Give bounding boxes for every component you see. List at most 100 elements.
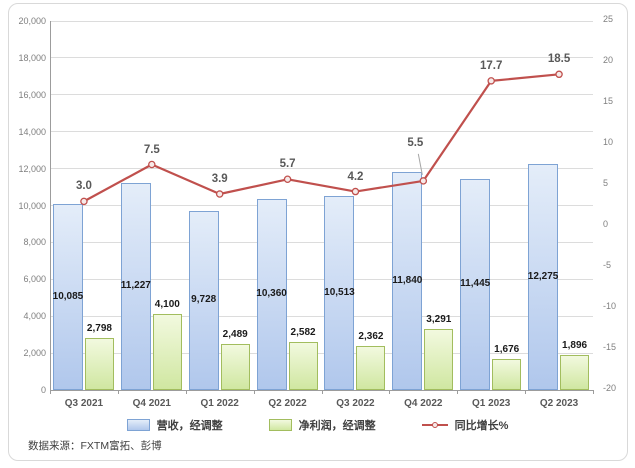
x-axis-tick xyxy=(117,390,119,394)
revenue-bar-label: 10,513 xyxy=(324,287,355,299)
growth-point-label: 17.7 xyxy=(479,59,503,72)
x-axis-label: Q2 2023 xyxy=(539,398,579,409)
x-axis-tick xyxy=(185,390,187,394)
y-left-tick-label: 4,000 xyxy=(23,311,46,322)
x-axis-label: Q2 2022 xyxy=(268,398,307,409)
y-right-tick-label: 20 xyxy=(603,55,614,65)
growth-point-label: 18.5 xyxy=(547,53,571,66)
legend-item-profit: 净利润，经调整 xyxy=(268,417,376,433)
y-left-tick-label: 18,000 xyxy=(18,52,46,63)
profit-bar xyxy=(492,359,522,390)
source-note: 数据来源：FXTM富拓、彭博 xyxy=(28,440,162,452)
growth-line-swatch-icon xyxy=(421,420,448,430)
growth-point-label: 3.9 xyxy=(211,173,228,186)
revenue-bar-label: 9,728 xyxy=(191,294,217,306)
gridline xyxy=(50,205,593,206)
growth-point-marker xyxy=(555,70,563,79)
gridline xyxy=(50,168,593,170)
revenue-bar xyxy=(460,178,491,390)
revenue-bar-label: 11,840 xyxy=(392,274,423,286)
x-axis-tick xyxy=(253,390,255,394)
y-right-tick-label: 0 xyxy=(603,219,609,229)
profit-bar-label: 4,100 xyxy=(154,299,180,311)
x-axis-label: Q3 2021 xyxy=(64,398,104,409)
x-axis-label: Q1 2023 xyxy=(472,398,511,409)
growth-point-marker xyxy=(148,160,156,169)
revenue-bar-label: 10,085 xyxy=(52,290,84,302)
y-left-tick-label: 2,000 xyxy=(23,348,46,359)
legend: 营收，经调整 净利润，经调整 同比增长% xyxy=(0,417,635,433)
gridline xyxy=(50,20,593,22)
gridline xyxy=(50,278,593,280)
legend-label-profit: 净利润，经调整 xyxy=(298,420,376,432)
x-axis-label: Q4 2022 xyxy=(404,398,443,409)
profit-bar-label: 3,291 xyxy=(426,314,452,326)
growth-point-label: 7.5 xyxy=(143,143,160,156)
profit-swatch-icon xyxy=(268,419,292,431)
y-left-tick-label: 14,000 xyxy=(18,126,46,137)
y-right-tick-label: 10 xyxy=(603,137,614,147)
y-left-tick-label: 16,000 xyxy=(18,89,46,100)
x-axis-tick xyxy=(321,390,323,394)
growth-point-marker xyxy=(283,175,292,184)
x-axis-tick xyxy=(525,390,527,394)
revenue-bar xyxy=(324,196,355,390)
x-axis-tick xyxy=(50,390,51,394)
growth-point-marker xyxy=(215,190,224,198)
gridline xyxy=(50,131,593,133)
revenue-bar-label: 12,275 xyxy=(527,270,559,282)
growth-point-marker xyxy=(351,187,360,196)
revenue-swatch-icon xyxy=(126,419,150,431)
y-right-tick-label: -5 xyxy=(603,260,612,270)
profit-bar xyxy=(560,355,590,390)
legend-item-revenue: 营收，经调整 xyxy=(126,417,223,433)
profit-bar-label: 2,489 xyxy=(222,329,248,341)
y-left-tick-label: 8,000 xyxy=(23,237,46,248)
growth-point-label: 5.5 xyxy=(407,136,424,149)
x-axis-label: Q1 2022 xyxy=(200,398,239,409)
growth-point-label: 4.2 xyxy=(347,170,364,183)
revenue-bar-label: 11,227 xyxy=(120,280,151,292)
y-left-tick-label: 10,000 xyxy=(18,200,46,211)
revenue-bar-label: 10,360 xyxy=(256,288,287,300)
profit-bar-label: 1,676 xyxy=(494,344,520,356)
profit-bar-label: 2,362 xyxy=(358,331,384,343)
y-right-tick-label: 25 xyxy=(603,14,614,24)
gridline xyxy=(50,241,593,243)
profit-bar xyxy=(152,314,182,390)
growth-point-label: 5.7 xyxy=(279,158,296,171)
profit-bar-label: 2,582 xyxy=(290,327,316,339)
profit-bar xyxy=(356,346,386,390)
y-left-tick-label: 12,000 xyxy=(18,163,46,174)
y-left-tick-label: 0 xyxy=(40,385,46,395)
x-axis-tick xyxy=(457,390,459,394)
gridline xyxy=(50,352,593,354)
revenue-bar xyxy=(392,171,423,390)
legend-label-growth: 同比增长% xyxy=(454,420,509,432)
legend-item-growth: 同比增长% xyxy=(421,417,509,433)
y-right-tick-label: -10 xyxy=(603,301,617,311)
gridline xyxy=(50,94,593,96)
profit-bar-label: 2,798 xyxy=(86,323,112,335)
y-right-tick-label: 5 xyxy=(603,178,609,188)
x-axis-tick xyxy=(389,390,391,394)
profit-bar xyxy=(84,338,114,390)
y-left-tick-label: 20,000 xyxy=(18,16,46,26)
gridline xyxy=(50,57,593,59)
y-right-tick-label: -15 xyxy=(603,342,617,352)
y-axis-line xyxy=(50,21,51,390)
y-left-tick-label: 6,000 xyxy=(23,274,46,285)
x-axis-tick xyxy=(593,390,594,394)
profit-bar xyxy=(220,344,250,390)
revenue-bar xyxy=(52,203,83,390)
y-right-tick-label: 15 xyxy=(603,96,614,106)
gridline xyxy=(50,315,593,317)
profit-bar xyxy=(288,342,318,390)
x-axis-label: Q4 2021 xyxy=(132,398,171,409)
profit-bar-label: 1,896 xyxy=(562,340,588,352)
x-axis-label: Q3 2022 xyxy=(336,398,375,409)
legend-label-revenue: 营收，经调整 xyxy=(156,420,223,432)
profit-bar xyxy=(424,329,454,390)
revenue-bar-label: 11,445 xyxy=(460,278,491,290)
